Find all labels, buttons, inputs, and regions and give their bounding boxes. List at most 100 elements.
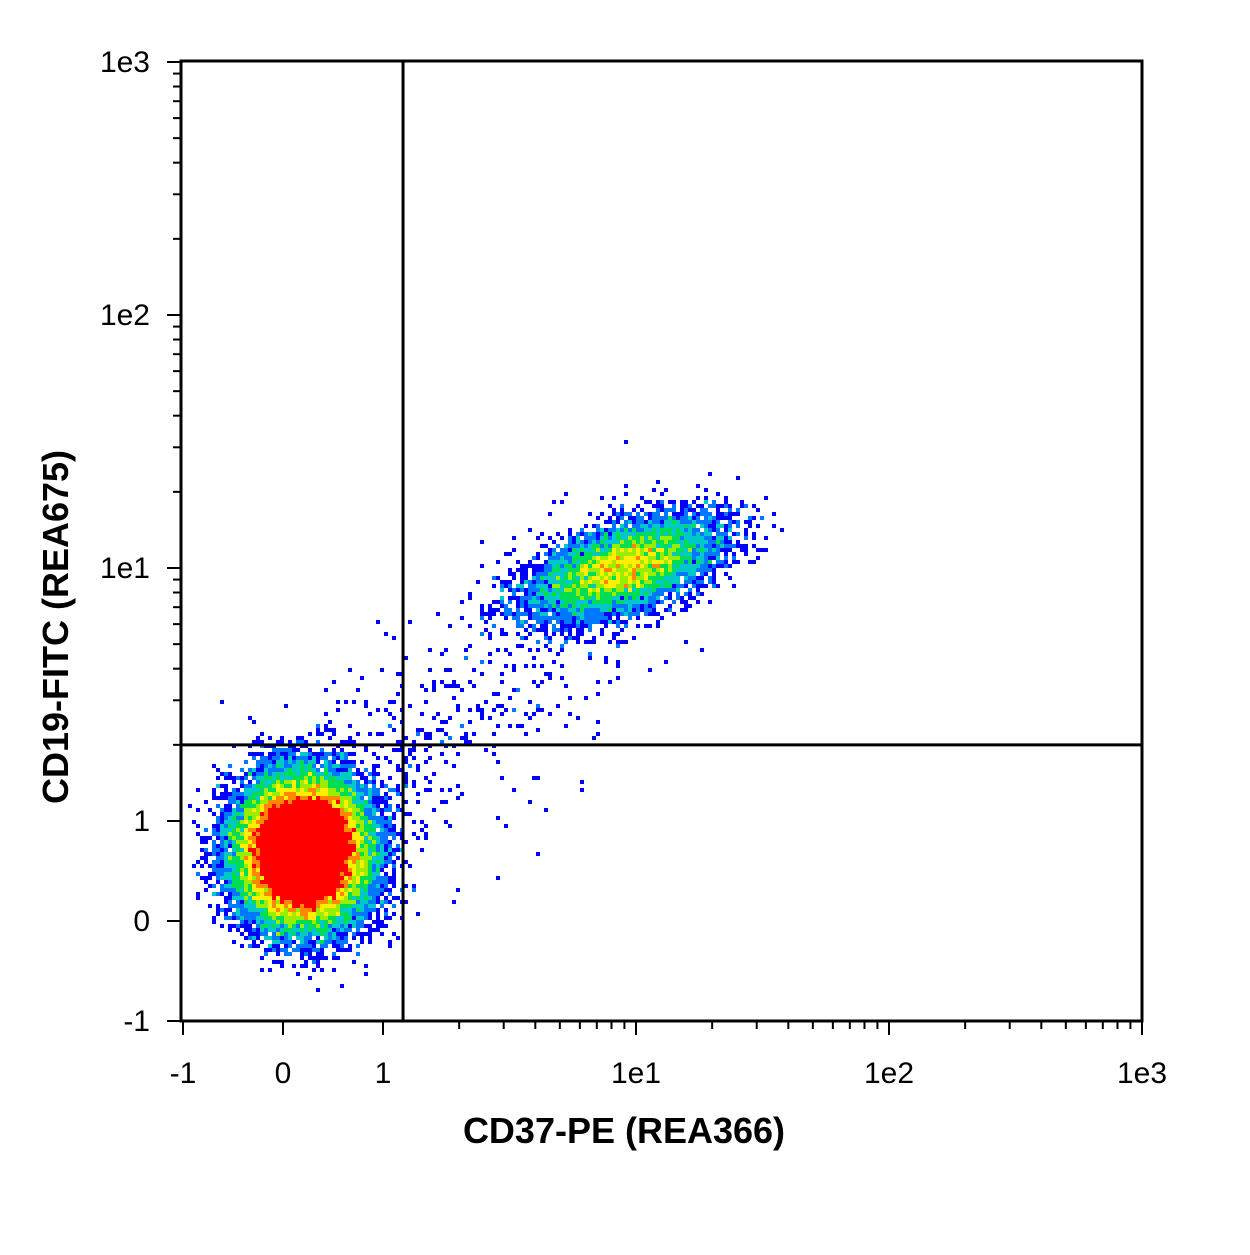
- event-bin: [276, 884, 280, 888]
- event-bin: [332, 800, 336, 804]
- event-bin: [264, 876, 268, 880]
- event-bin: [256, 764, 260, 768]
- event-bin: [644, 500, 648, 504]
- event-bin: [612, 612, 616, 616]
- event-bin: [624, 600, 628, 604]
- event-bin: [288, 864, 292, 868]
- event-bin: [316, 900, 320, 904]
- event-bin: [288, 908, 292, 912]
- event-bin: [688, 504, 692, 508]
- event-bin: [316, 756, 320, 760]
- event-bin: [292, 748, 296, 752]
- event-bin: [556, 596, 560, 600]
- event-bin: [700, 560, 704, 564]
- event-bin: [560, 664, 564, 668]
- event-bin: [528, 700, 532, 704]
- event-bin: [692, 580, 696, 584]
- event-bin: [300, 844, 304, 848]
- event-bin: [728, 504, 732, 508]
- event-bin: [564, 724, 568, 728]
- event-bin: [540, 588, 544, 592]
- event-bin: [712, 552, 716, 556]
- event-bin: [328, 916, 332, 920]
- event-bin: [544, 808, 548, 812]
- event-bin: [348, 900, 352, 904]
- event-bin: [680, 568, 684, 572]
- event-bin: [564, 620, 568, 624]
- event-bin: [544, 564, 548, 568]
- event-bin: [308, 900, 312, 904]
- event-bin: [284, 864, 288, 868]
- event-bin: [352, 832, 356, 836]
- event-bin: [356, 880, 360, 884]
- event-bin: [668, 528, 672, 532]
- event-bin: [276, 888, 280, 892]
- event-bin: [272, 764, 276, 768]
- event-bin: [368, 840, 372, 844]
- event-bin: [364, 884, 368, 888]
- event-bin: [500, 600, 504, 604]
- event-bin: [228, 816, 232, 820]
- event-bin: [324, 776, 328, 780]
- event-bin: [608, 576, 612, 580]
- event-bin: [608, 536, 612, 540]
- event-bin: [244, 804, 248, 808]
- event-bin: [236, 792, 240, 796]
- event-bin: [504, 584, 508, 588]
- event-bin: [312, 944, 316, 948]
- event-bin: [248, 876, 252, 880]
- event-bin: [688, 516, 692, 520]
- event-bin: [352, 932, 356, 936]
- event-bin: [704, 488, 708, 492]
- event-bin: [760, 548, 764, 552]
- event-bin: [564, 544, 568, 548]
- event-bin: [688, 556, 692, 560]
- event-bin: [388, 760, 392, 764]
- event-bin: [368, 940, 372, 944]
- event-bin: [256, 824, 260, 828]
- event-bin: [316, 940, 320, 944]
- event-bin: [444, 720, 448, 724]
- event-bin: [304, 788, 308, 792]
- event-bin: [252, 804, 256, 808]
- event-bin: [396, 848, 400, 852]
- event-bin: [744, 532, 748, 536]
- event-bin: [368, 868, 372, 872]
- event-bin: [376, 800, 380, 804]
- event-bin: [664, 512, 668, 516]
- event-bin: [324, 784, 328, 788]
- event-bin: [324, 868, 328, 872]
- event-bin: [596, 612, 600, 616]
- event-bin: [312, 868, 316, 872]
- event-bin: [324, 752, 328, 756]
- event-bin: [304, 756, 308, 760]
- event-bin: [260, 780, 264, 784]
- event-bin: [388, 860, 392, 864]
- event-bin: [304, 932, 308, 936]
- event-bin: [560, 576, 564, 580]
- event-bin: [516, 620, 520, 624]
- event-bin: [364, 860, 368, 864]
- event-bin: [528, 604, 532, 608]
- event-bin: [236, 808, 240, 812]
- event-bin: [564, 640, 568, 644]
- event-bin: [384, 800, 388, 804]
- event-bin: [752, 532, 756, 536]
- event-bin: [652, 552, 656, 556]
- event-bin: [264, 896, 268, 900]
- event-bin: [360, 908, 364, 912]
- event-bin: [244, 916, 248, 920]
- event-bin: [632, 572, 636, 576]
- event-bin: [228, 820, 232, 824]
- event-bin: [344, 904, 348, 908]
- event-bin: [292, 920, 296, 924]
- event-bin: [316, 880, 320, 884]
- event-bin: [264, 868, 268, 872]
- event-bin: [316, 888, 320, 892]
- event-bin: [668, 592, 672, 596]
- event-bin: [588, 620, 592, 624]
- event-bin: [248, 920, 252, 924]
- event-bin: [560, 572, 564, 576]
- event-bin: [564, 580, 568, 584]
- event-bin: [288, 952, 292, 956]
